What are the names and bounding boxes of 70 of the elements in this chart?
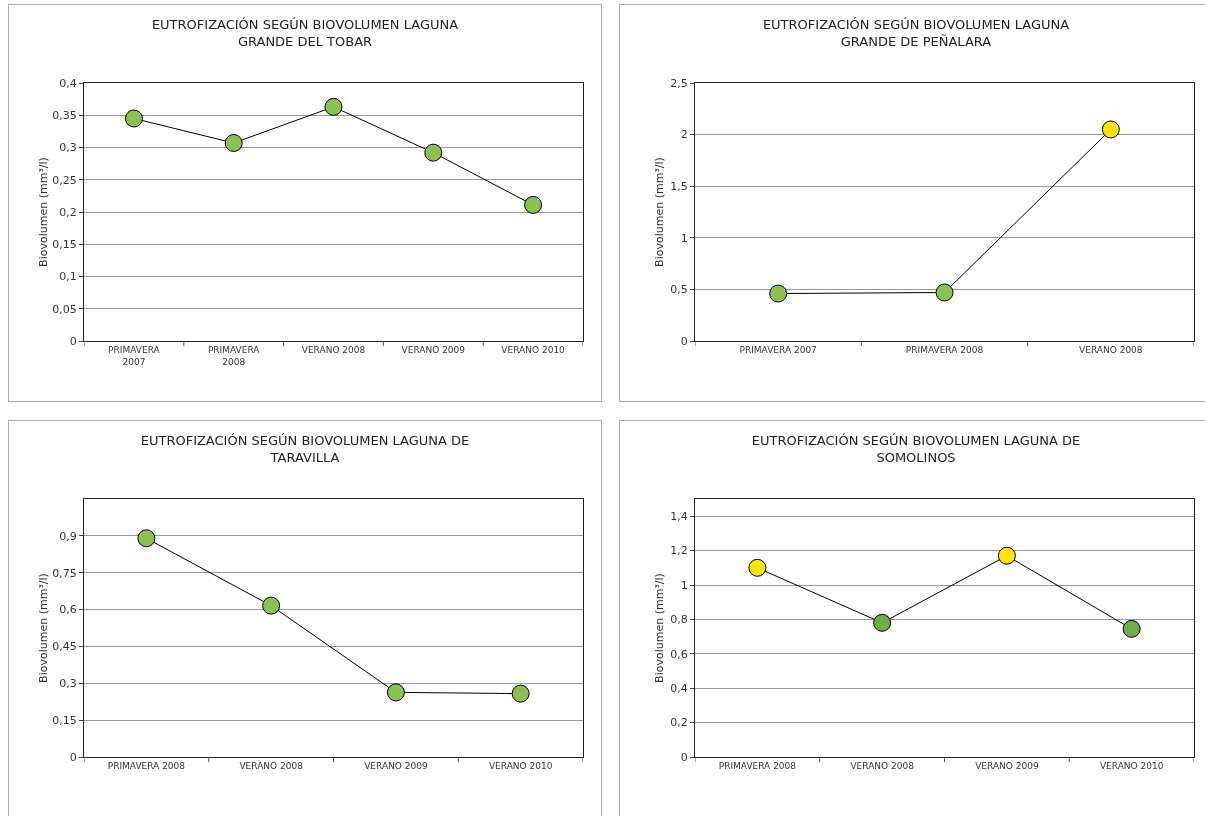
chart-title: EUTROFIZACIÓN SEGÚN BIOVOLUMEN LAGUNA GRANDE DE PEÑALARA [762,16,1070,49]
y-tick-label: 0,2 [59,205,77,219]
point [224,133,243,152]
y-tick-label: 0,6 [670,647,688,661]
point [511,684,530,703]
x-tick-label: PRIMAVERA 2008 [207,344,261,367]
chart-title: EUTROFIZACIÓN SEGÚN BIOVOLUMEN LAGUNA GRANDE DEL TOBAR [151,16,459,49]
x-tick-label: PRIMAVERA 2007 [108,344,161,367]
y-tick-label: 0,15 [52,713,77,727]
x-tick-label: VERANO 2008 [850,760,915,771]
y-tick-label: 1,2 [670,544,688,558]
y-tick-label: 1 [680,231,688,245]
point [524,195,543,214]
x-tick-label: VERANO 2009 [401,344,466,355]
y-tick-label: 0 [69,750,77,764]
point [1101,120,1120,139]
y-tick-label: 2,5 [670,76,688,90]
x-tick-label: VERANO 2008 [301,344,366,355]
y-tick-label: 0 [680,334,688,348]
y-tick-label: 0,1 [59,270,77,284]
point [935,283,954,302]
y-tick-label: 0,5 [670,283,688,297]
y-tick-label: 0,4 [670,682,688,696]
x-tick-label: PRIMAVERA 2008 [905,344,984,355]
y-tick-label: 0,3 [59,141,77,155]
point [769,284,788,303]
y-tick-label: 0,6 [59,603,77,617]
y-tick-label: 0,2 [670,716,688,730]
x-tick-label: PRIMAVERA 2008 [718,760,797,771]
y-axis-title: Biovolumen (mm³/l) [653,573,666,683]
chart-title: EUTROFIZACIÓN SEGÚN BIOVOLUMEN LAGUNA DE TARAVILLA [140,432,470,465]
point [324,97,343,116]
x-tick-label: VERANO 2008 [239,760,304,771]
y-tick-label: 0,3 [59,677,77,691]
y-tick-label: 0,45 [52,640,77,654]
x-tick-label: PRIMAVERA 2007 [739,344,817,355]
point [748,558,767,577]
y-tick-label: 1,5 [670,180,688,194]
y-tick-label: 0,15 [52,238,77,252]
point [424,143,443,162]
y-tick-label: 1 [680,578,688,592]
point [997,546,1016,565]
y-tick-label: 2 [680,128,688,142]
y-tick-label: 0,4 [59,76,77,90]
y-axis-title: Biovolumen (mm³/l) [37,573,51,683]
y-tick-label: 0,05 [52,302,77,316]
point [1122,619,1141,638]
point [124,109,143,128]
x-tick-label: VERANO 2009 [975,760,1039,771]
point [137,529,156,548]
x-tick-label: VERANO 2010 [488,760,553,771]
y-tick-label: 0,35 [52,109,77,123]
y-tick-label: 0,75 [52,566,77,580]
y-tick-label: 0,25 [52,173,77,187]
y-tick-label: 0 [680,750,688,764]
point [386,683,405,702]
x-tick-label: VERANO 2008 [1079,344,1143,355]
y-tick-label: 0,8 [670,613,688,627]
y-tick-label: 1,4 [670,510,688,524]
point [262,596,281,615]
x-tick-label: PRIMAVERA 2008 [107,760,186,771]
y-tick-label: 0,9 [59,529,77,543]
y-tick-label: 0 [69,334,77,348]
point [873,613,892,632]
x-tick-label: VERANO 2010 [501,344,566,355]
x-tick-label: VERANO 2010 [1099,760,1164,771]
y-axis-title: Biovolumen (mm³/l) [37,157,51,267]
x-tick-label: VERANO 2009 [364,760,428,771]
y-axis-title: Biovolumen (mm³/l) [653,157,666,267]
chart-title: EUTROFIZACIÓN SEGÚN BIOVOLUMEN LAGUNA DE SOMOLINOS [751,432,1081,465]
